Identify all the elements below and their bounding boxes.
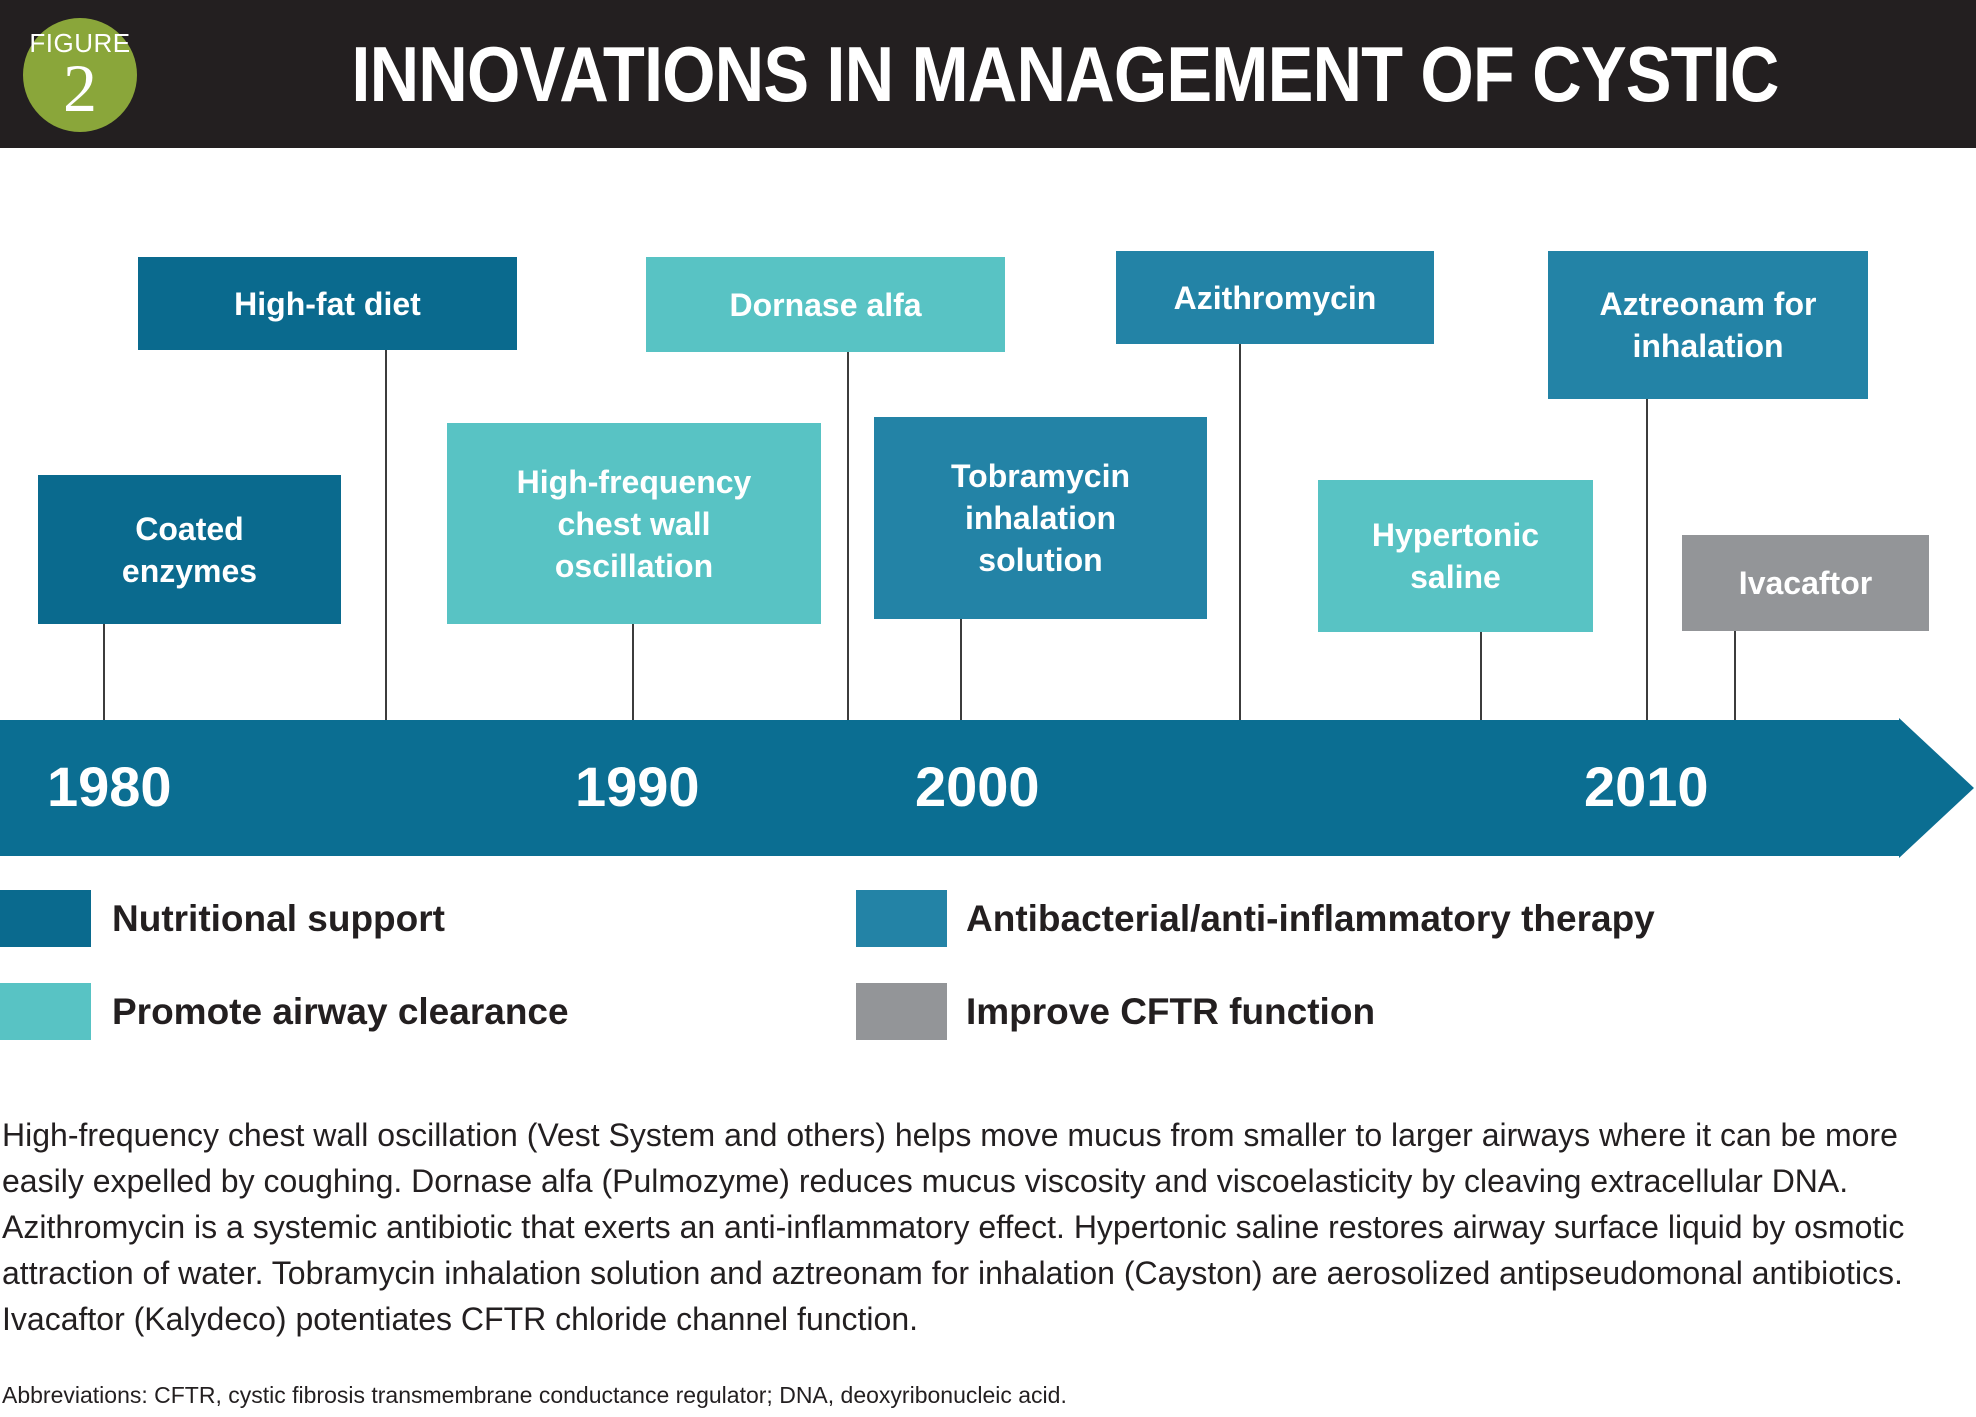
event-label: Hypertonic saline (1371, 517, 1540, 595)
year-label-1990: 1990 (575, 755, 700, 818)
event-label: High-fat diet (234, 285, 421, 322)
event-coated-enzymes: Coated enzymes (38, 475, 341, 624)
event-aztreonam-for-inhalation: Aztreonam for inhalation (1548, 251, 1868, 399)
event-tobramycin-inhalation-solution: Tobramycin inhalation solution (874, 417, 1207, 619)
event-dornase-alfa: Dornase alfa (646, 257, 1005, 352)
year-label-2010: 2010 (1584, 755, 1709, 818)
figure-label: FIGURE (29, 28, 131, 58)
year-label-2000: 2000 (915, 755, 1040, 818)
event-label: High-frequency chest wall oscillation (516, 463, 752, 584)
event-azithromycin: Azithromycin (1116, 251, 1434, 344)
event-label: Coated enzymes (121, 510, 258, 589)
figure-number: 2 (63, 50, 97, 126)
legend-swatch-nutritional (0, 890, 91, 947)
legend-label-antibacterial: Antibacterial/anti-inflammatory therapy (966, 898, 1655, 939)
timeline-arrow-shape (0, 718, 1974, 858)
event-label: Dornase alfa (729, 286, 922, 323)
stem-dornase-alfa (847, 351, 849, 720)
legend-swatch-airway (0, 983, 91, 1040)
event-label: Tobramycin inhalation solution (951, 458, 1130, 578)
legend-swatch-antibacterial (856, 890, 947, 947)
event-hypertonic-saline: Hypertonic saline (1318, 480, 1593, 632)
event-label: Azithromycin (1173, 279, 1377, 316)
year-label-1980: 1980 (47, 755, 172, 818)
stem-high-fat-diet (385, 348, 387, 720)
figure-caption: High-frequency chest wall oscillation (V… (2, 1117, 1905, 1337)
stem-ivacaftor (1734, 630, 1736, 720)
stem-azithromycin (1239, 342, 1241, 720)
event-ivacaftor: Ivacaftor (1682, 535, 1929, 631)
event-label: Aztreonam for inhalation (1599, 286, 1817, 364)
figure-header: FIGURE 2 INNOVATIONS IN MANAGEMENT OF CY… (0, 0, 1976, 266)
figure-badge: FIGURE 2 (23, 18, 137, 132)
legend-label-airway: Promote airway clearance (112, 991, 569, 1032)
event-label: Ivacaftor (1738, 565, 1873, 601)
timeline-arrow (0, 718, 1974, 858)
abbreviations-note: Abbreviations: CFTR, cystic fibrosis tra… (2, 1382, 1067, 1408)
stem-coated-enzymes (103, 623, 105, 720)
legend-label-cftr: Improve CFTR function (966, 991, 1376, 1032)
stem-hfcwo (632, 623, 634, 720)
stem-aztreonam (1646, 398, 1648, 720)
legend-swatch-cftr (856, 983, 947, 1040)
stem-hypertonic-saline (1480, 631, 1482, 720)
stem-tobramycin (960, 618, 962, 720)
event-high-fat-diet: High-fat diet (138, 257, 517, 350)
event-high-frequency-chest-wall-oscillation: High-frequency chest wall oscillation (447, 423, 821, 624)
figure-title: INNOVATIONS IN MANAGEMENT OF CYSTIC FIBR… (351, 30, 1779, 266)
legend-label-nutritional: Nutritional support (112, 898, 445, 939)
